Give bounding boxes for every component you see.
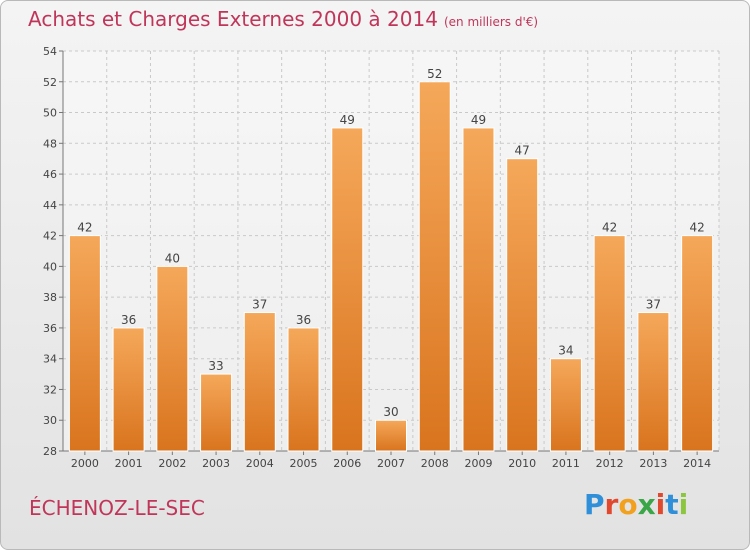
logo-letter: i xyxy=(678,488,689,521)
data-label: 47 xyxy=(515,144,530,158)
data-label: 42 xyxy=(689,221,704,235)
labels: 28 30 32 34 36 38 40 42 44 46 48 50 52 54 42 2000 36 2001… xyxy=(43,45,711,470)
x-tick-label: 2003 xyxy=(202,457,230,470)
x-tick-label: 2010 xyxy=(508,457,536,470)
x-tick-label: 2007 xyxy=(377,457,405,470)
data-label: 36 xyxy=(296,313,311,327)
bar xyxy=(375,419,407,452)
data-label: 49 xyxy=(471,113,486,127)
bar xyxy=(681,235,714,452)
x-tick-label: 2002 xyxy=(158,457,186,470)
y-tick-label: 32 xyxy=(43,383,57,396)
x-tick-label: 2013 xyxy=(639,457,667,470)
x-tick-label: 2009 xyxy=(464,457,492,470)
bar xyxy=(156,265,189,452)
title-main: Achats et Charges Externes 2000 à 2014 xyxy=(28,7,438,31)
bar xyxy=(418,81,451,452)
logo-letter: P xyxy=(584,488,605,521)
y-tick-label: 38 xyxy=(43,291,57,304)
logo-letter: r xyxy=(604,488,619,521)
x-tick-label: 2014 xyxy=(683,457,711,470)
bar xyxy=(112,327,145,452)
bar xyxy=(549,358,582,452)
data-label: 30 xyxy=(383,405,398,419)
data-label: 33 xyxy=(208,359,223,373)
x-tick-label: 2000 xyxy=(71,457,99,470)
data-label: 42 xyxy=(602,221,617,235)
y-tick-label: 40 xyxy=(43,260,57,273)
data-label: 37 xyxy=(252,298,267,312)
x-tick-label: 2005 xyxy=(290,457,318,470)
x-tick-label: 2012 xyxy=(596,457,624,470)
x-tick-label: 2004 xyxy=(246,457,274,470)
bar xyxy=(243,312,276,452)
y-tick-label: 34 xyxy=(43,353,57,366)
data-label: 34 xyxy=(558,344,573,358)
bar xyxy=(287,327,320,452)
y-tick-label: 50 xyxy=(43,107,57,120)
y-tick-label: 52 xyxy=(43,76,57,89)
proxiti-logo[interactable]: Proxiti xyxy=(584,488,688,521)
commune-name: ÉCHENOZ-LE-SEC xyxy=(29,496,205,520)
data-label: 36 xyxy=(121,313,136,327)
y-tick-label: 54 xyxy=(43,45,57,58)
bar xyxy=(462,127,495,452)
bar xyxy=(200,373,233,452)
data-label: 42 xyxy=(77,221,92,235)
data-label: 49 xyxy=(340,113,355,127)
data-label: 37 xyxy=(646,298,661,312)
y-tick-label: 30 xyxy=(43,414,57,427)
logo-letter: t xyxy=(665,488,679,521)
logo-letter: i xyxy=(655,488,666,521)
bar xyxy=(331,127,364,452)
y-tick-label: 42 xyxy=(43,230,57,243)
bar xyxy=(68,235,101,452)
bar xyxy=(593,235,626,452)
data-label: 52 xyxy=(427,67,442,81)
bar xyxy=(637,312,670,452)
bar xyxy=(506,158,539,452)
logo-letter: o xyxy=(618,488,638,521)
x-tick-label: 2006 xyxy=(333,457,361,470)
chart-title: Achats et Charges Externes 2000 à 2014 (e… xyxy=(28,7,538,31)
y-tick-label: 28 xyxy=(43,445,57,458)
data-label: 40 xyxy=(165,251,180,265)
x-tick-label: 2008 xyxy=(421,457,449,470)
y-tick-label: 46 xyxy=(43,168,57,181)
bars xyxy=(68,81,714,452)
y-tick-label: 44 xyxy=(43,199,57,212)
y-tick-label: 48 xyxy=(43,137,57,150)
logo-letter: x xyxy=(637,488,656,521)
title-unit: (en milliers d'€) xyxy=(443,15,539,29)
x-tick-label: 2001 xyxy=(115,457,143,470)
x-tick-label: 2011 xyxy=(552,457,580,470)
y-tick-label: 36 xyxy=(43,322,57,335)
